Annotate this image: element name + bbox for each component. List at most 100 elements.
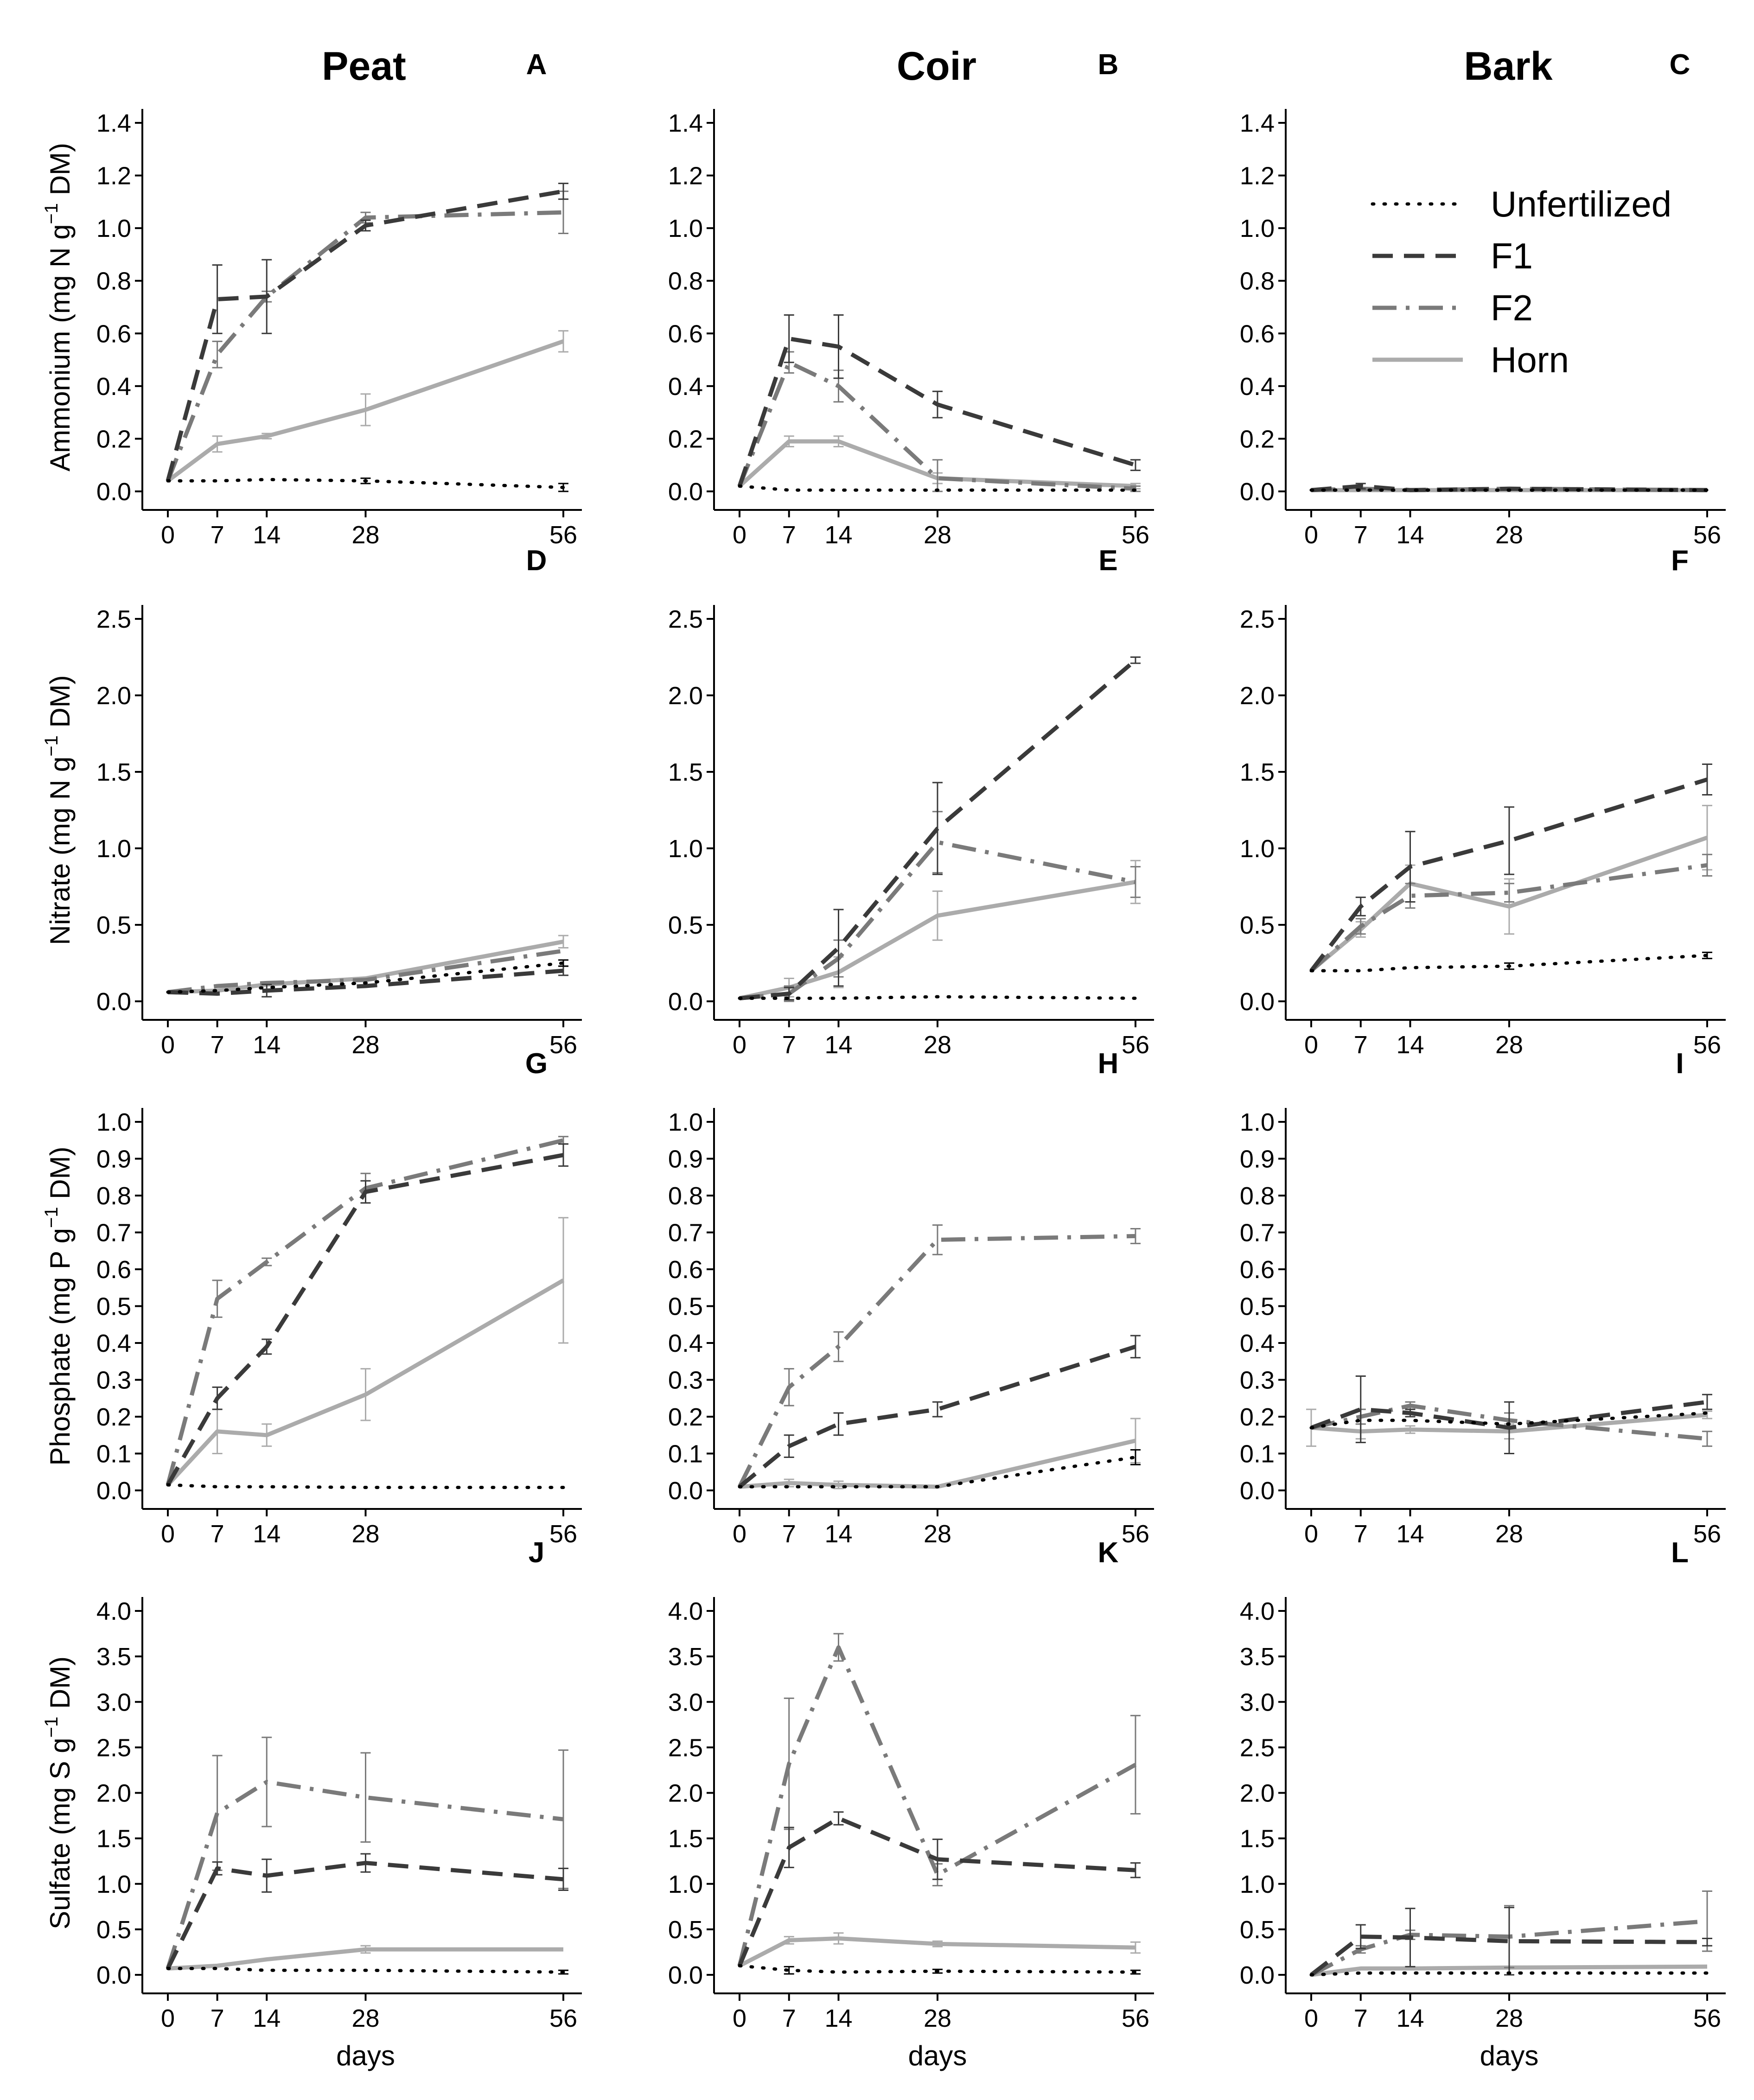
y-tick-label: 0.0 <box>1240 1961 1275 1989</box>
series-line-f1 <box>1310 1400 1708 1430</box>
y-tick-label: 0.2 <box>96 1403 131 1431</box>
x-tick-label: 0 <box>161 521 175 549</box>
series-unfertilized <box>166 477 568 492</box>
panel-label-K: K <box>1098 1537 1119 1569</box>
x-tick-label: 0 <box>733 1031 746 1059</box>
series-line-f1 <box>739 658 1137 1000</box>
y-tick-label: 1.4 <box>96 109 131 137</box>
y-tick-label: 1.5 <box>668 758 703 786</box>
y-tick-label: 1.0 <box>96 835 131 863</box>
y-tick-label: 0.2 <box>1240 1403 1275 1431</box>
series-unfertilized <box>1309 951 1712 973</box>
series-line-f2 <box>166 1138 564 1486</box>
x-tick-label: 0 <box>161 1031 175 1059</box>
y-axis-title-main: Sulfate (mg S g <box>45 1738 76 1930</box>
y-axis-title-sup: −1 <box>41 203 62 224</box>
series-line-horn <box>738 1936 1136 1968</box>
x-tick-label: 7 <box>210 521 224 549</box>
series-line-unfertilized <box>166 1483 565 1489</box>
y-tick-label: 0.7 <box>1240 1219 1275 1247</box>
y-tick-label: 0.8 <box>668 267 703 295</box>
x-tick-label: 28 <box>351 1031 379 1059</box>
series-unfertilized <box>166 959 568 994</box>
series-unfertilized <box>1309 1411 1709 1430</box>
series-horn <box>167 1945 563 1971</box>
column-title-bark: Bark <box>1464 44 1552 89</box>
x-tick-label: 7 <box>782 521 796 549</box>
x-tick-label: 7 <box>210 1520 224 1548</box>
series-line-horn <box>166 339 564 483</box>
panel-label-I: I <box>1676 1048 1684 1080</box>
x-tick-label: 0 <box>733 2005 746 2032</box>
panel-label-F: F <box>1671 545 1689 577</box>
y-tick-label: 1.2 <box>1240 162 1275 190</box>
y-axis-title: Ammonium (mg N g−1 DM) <box>41 143 76 471</box>
panels: 0.0 0.2 0.4 0.6 0.8 1.0 1.2 1.4 0 7 14 28 56 A Ammoniu… <box>41 49 1726 2071</box>
series-unfertilized <box>166 1966 568 1975</box>
panel-label-J: J <box>529 1537 544 1569</box>
y-tick-label: 0.2 <box>668 425 703 453</box>
series-f2 <box>1310 1890 1712 1977</box>
y-axis-title: Phosphate (mg P g−1 DM) <box>41 1146 76 1465</box>
panel-label-E: E <box>1098 545 1117 577</box>
y-tick-label: 0.4 <box>668 373 703 401</box>
y-tick-label: 0.2 <box>96 425 131 453</box>
x-tick-label: 28 <box>1495 2005 1523 2032</box>
y-tick-label: 1.5 <box>668 1825 703 1853</box>
y-tick-label: 1.0 <box>96 1108 131 1136</box>
series-line-f1 <box>737 337 1136 487</box>
legend-item-unfertilized: Unfertilized <box>1371 184 1671 224</box>
series-line-f2 <box>1309 863 1708 973</box>
x-tick-label: 56 <box>1693 1031 1721 1059</box>
column-title-peat: Peat <box>322 44 406 89</box>
y-tick-label: 3.0 <box>96 1688 131 1716</box>
series-f2 <box>737 1224 1141 1488</box>
y-tick-label: 1.5 <box>1240 1825 1275 1853</box>
x-tick-label: 56 <box>1693 2005 1721 2032</box>
series-horn <box>1311 1964 1708 1977</box>
series-f2 <box>167 948 564 994</box>
x-tick-label: 0 <box>1304 1520 1318 1548</box>
y-tick-label: 0.4 <box>668 1330 703 1357</box>
x-tick-label: 28 <box>351 1520 379 1548</box>
y-tick-label: 0.8 <box>668 1182 703 1210</box>
series-horn <box>739 1418 1141 1489</box>
y-tick-label: 1.2 <box>96 162 131 190</box>
series-line-f1 <box>738 1344 1136 1489</box>
y-tick-label: 0.6 <box>668 320 703 348</box>
y-axis-title-sup: −1 <box>41 735 62 757</box>
x-tick-label: 28 <box>351 521 379 549</box>
legend-item-horn: Horn <box>1372 339 1569 380</box>
series-line-unfertilized <box>166 1966 565 1974</box>
series-f2 <box>737 351 1141 492</box>
x-tick-label: 28 <box>924 2005 951 2032</box>
x-tick-label: 56 <box>1693 521 1721 549</box>
y-tick-label: 1.4 <box>668 109 703 137</box>
y-tick-label: 1.4 <box>1240 109 1275 137</box>
y-tick-label: 0.6 <box>668 1256 703 1284</box>
series-horn <box>738 435 1141 490</box>
series-unfertilized <box>738 995 1137 1000</box>
y-tick-label: 0.9 <box>668 1145 703 1173</box>
y-tick-label: 0.4 <box>96 373 131 401</box>
y-tick-label: 0.0 <box>96 1477 131 1505</box>
series-f2 <box>739 811 1141 1002</box>
series-f1 <box>739 656 1141 1001</box>
series-line-horn <box>739 1438 1136 1489</box>
y-tick-label: 1.0 <box>1240 835 1275 863</box>
y-tick-label: 0.0 <box>96 1961 131 1989</box>
panel-label-G: G <box>525 1048 548 1080</box>
y-tick-label: 0.5 <box>1240 1293 1275 1321</box>
y-axis-title-main: Phosphate (mg P g <box>45 1228 76 1466</box>
series-horn <box>166 1217 568 1487</box>
y-tick-label: 0.0 <box>1240 988 1275 1016</box>
y-tick-label: 0.1 <box>96 1440 131 1468</box>
y-tick-label: 3.0 <box>668 1688 703 1716</box>
series-line-f1 <box>166 1861 564 1970</box>
x-tick-label: 56 <box>549 1031 577 1059</box>
x-tick-label: 14 <box>824 2005 852 2032</box>
series-unfertilized <box>738 1449 1141 1489</box>
x-tick-label: 56 <box>549 521 577 549</box>
